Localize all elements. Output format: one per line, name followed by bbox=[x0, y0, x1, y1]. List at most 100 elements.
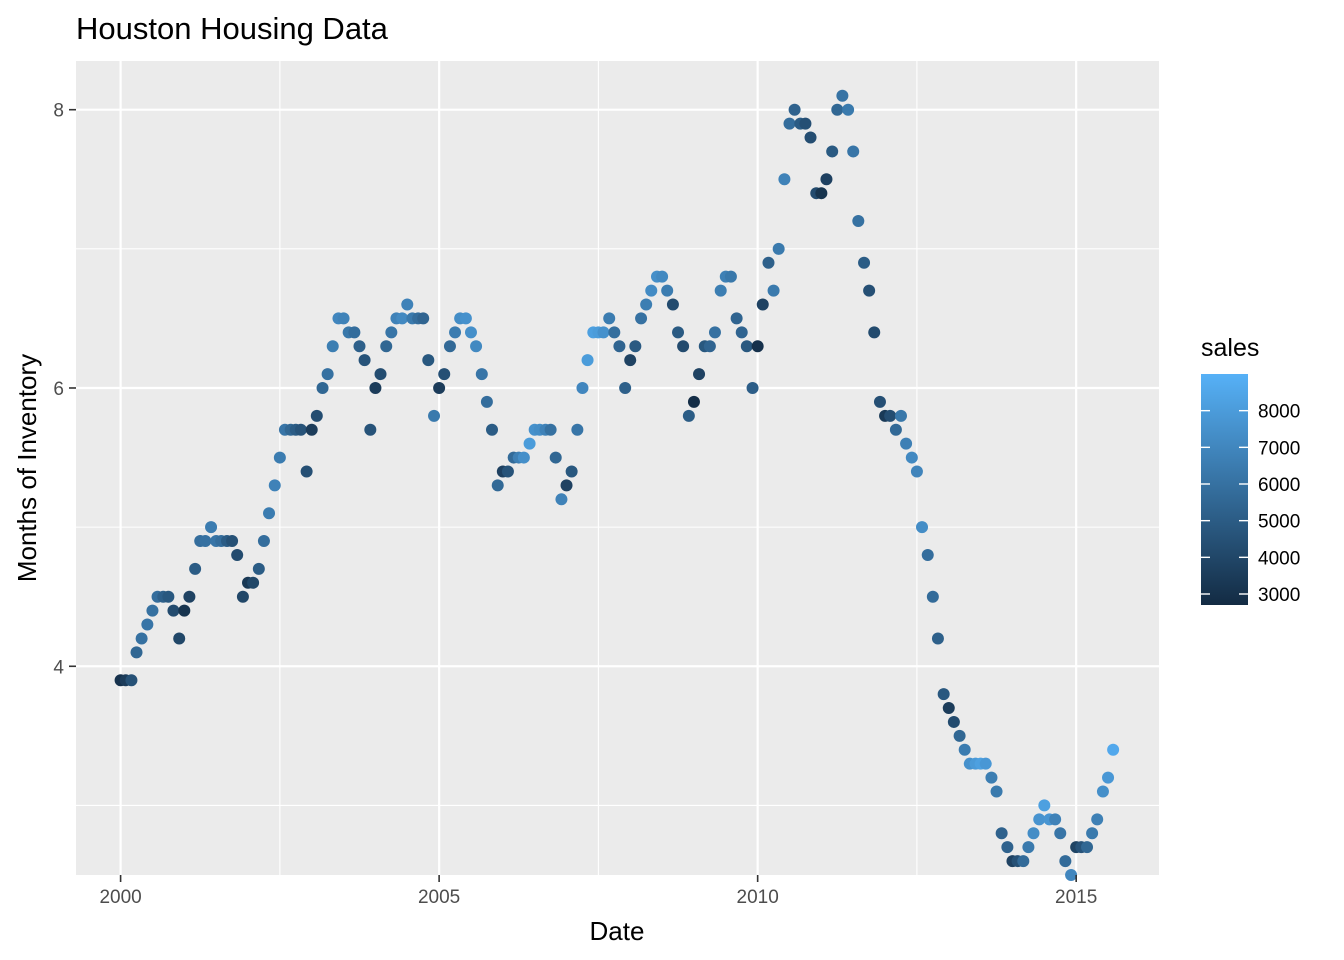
data-point bbox=[231, 548, 244, 561]
data-point bbox=[1059, 855, 1072, 868]
x-tick-label: 2010 bbox=[737, 887, 779, 908]
data-point bbox=[910, 465, 923, 478]
data-point bbox=[300, 465, 313, 478]
data-point bbox=[1065, 869, 1078, 881]
x-tick-label: 2015 bbox=[1055, 887, 1097, 908]
data-point bbox=[894, 409, 907, 422]
data-point bbox=[645, 284, 658, 297]
data-point bbox=[847, 145, 860, 158]
data-point bbox=[189, 562, 202, 575]
data-point bbox=[485, 423, 498, 436]
data-point bbox=[1033, 813, 1046, 826]
data-point bbox=[767, 284, 780, 297]
data-point bbox=[475, 368, 488, 381]
data-point bbox=[608, 326, 621, 339]
data-point bbox=[804, 131, 817, 144]
legend-tick-label: 8000 bbox=[1258, 402, 1300, 423]
y-tick-label: 6 bbox=[53, 379, 64, 400]
x-axis: 2000 2005 2010 2015 bbox=[99, 875, 1097, 908]
data-point bbox=[205, 521, 218, 534]
data-point bbox=[926, 590, 939, 603]
x-tick-label: 2005 bbox=[418, 887, 460, 908]
data-point bbox=[603, 312, 616, 325]
data-point bbox=[337, 312, 350, 325]
color-legend: sales 3000 4000 5000 6000 7000 8000 bbox=[1201, 334, 1300, 606]
y-axis-title: Months of Inventory bbox=[12, 354, 42, 582]
data-point bbox=[385, 326, 398, 339]
data-point bbox=[953, 729, 966, 742]
data-point bbox=[470, 340, 483, 353]
data-point bbox=[788, 103, 801, 116]
data-point bbox=[735, 326, 748, 339]
data-point bbox=[358, 354, 371, 367]
data-point bbox=[178, 604, 191, 617]
data-point bbox=[900, 437, 913, 450]
data-point bbox=[252, 562, 265, 575]
data-point bbox=[746, 381, 759, 394]
data-points bbox=[114, 89, 1120, 881]
data-point bbox=[640, 298, 653, 311]
data-point bbox=[517, 451, 530, 464]
data-point bbox=[1054, 827, 1067, 840]
data-point bbox=[183, 590, 196, 603]
data-point bbox=[931, 632, 944, 645]
data-point bbox=[565, 465, 578, 478]
data-point bbox=[523, 437, 536, 450]
data-point bbox=[666, 298, 679, 311]
data-point bbox=[778, 173, 791, 186]
x-axis-title: Date bbox=[590, 916, 645, 946]
legend-tick-label: 4000 bbox=[1258, 548, 1300, 569]
data-point bbox=[979, 757, 992, 770]
data-point bbox=[501, 465, 514, 478]
data-point bbox=[921, 548, 934, 561]
data-point bbox=[656, 270, 669, 283]
data-point bbox=[247, 576, 260, 589]
data-point bbox=[613, 340, 626, 353]
data-point bbox=[268, 479, 281, 492]
data-point bbox=[263, 507, 276, 520]
data-point bbox=[693, 368, 706, 381]
data-point bbox=[226, 535, 239, 548]
data-point bbox=[294, 423, 307, 436]
data-point bbox=[873, 395, 886, 408]
data-point bbox=[162, 590, 175, 603]
data-point bbox=[635, 312, 648, 325]
data-point bbox=[433, 381, 446, 394]
data-point bbox=[751, 340, 764, 353]
data-point bbox=[905, 451, 918, 464]
data-point bbox=[842, 103, 855, 116]
data-point bbox=[369, 381, 382, 394]
data-point bbox=[714, 284, 727, 297]
data-point bbox=[619, 381, 632, 394]
data-point bbox=[326, 340, 339, 353]
y-axis: 4 6 8 bbox=[53, 101, 76, 678]
data-point bbox=[374, 368, 387, 381]
data-point bbox=[1102, 771, 1115, 784]
legend-colorbar bbox=[1201, 374, 1248, 605]
data-point bbox=[549, 451, 562, 464]
data-point bbox=[560, 479, 573, 492]
y-tick-label: 4 bbox=[53, 657, 64, 678]
data-point bbox=[783, 117, 796, 130]
data-point bbox=[396, 312, 409, 325]
data-point bbox=[480, 395, 493, 408]
data-point bbox=[199, 535, 212, 548]
data-point bbox=[889, 423, 902, 436]
data-point bbox=[1022, 841, 1035, 854]
data-point bbox=[772, 242, 785, 255]
data-point bbox=[236, 590, 249, 603]
data-point bbox=[401, 298, 414, 311]
data-point bbox=[146, 604, 159, 617]
legend-ticks: 3000 4000 5000 6000 7000 8000 bbox=[1201, 402, 1300, 606]
data-point bbox=[682, 409, 695, 422]
data-point bbox=[815, 187, 828, 200]
data-point bbox=[1049, 813, 1062, 826]
y-tick-label: 8 bbox=[53, 101, 64, 122]
data-point bbox=[353, 340, 366, 353]
data-point bbox=[629, 340, 642, 353]
data-point bbox=[305, 423, 318, 436]
data-point bbox=[624, 354, 637, 367]
data-point bbox=[1096, 785, 1109, 798]
data-point bbox=[141, 618, 154, 631]
